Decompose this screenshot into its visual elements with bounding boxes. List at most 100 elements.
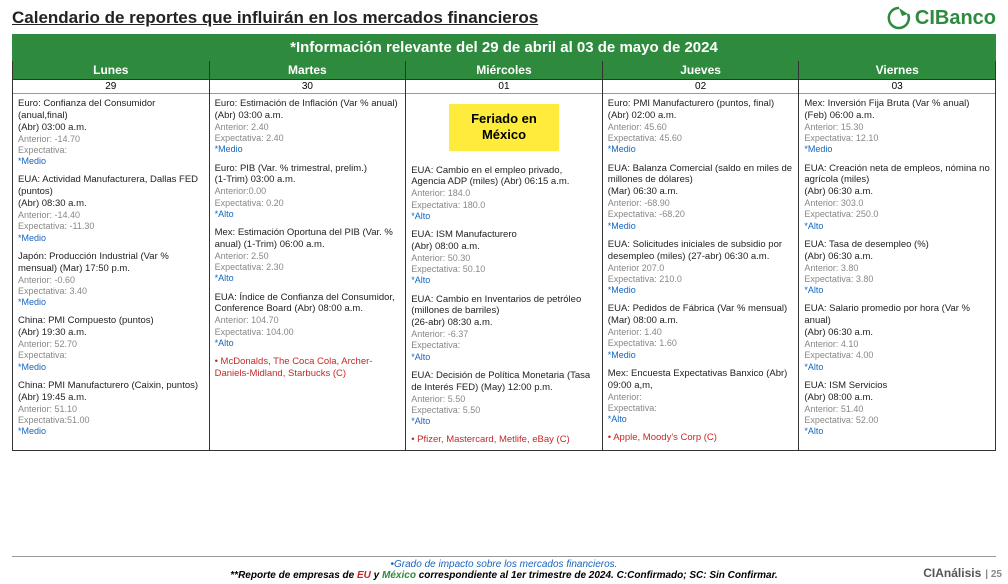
event-expectativa: Expectativa: -11.30	[18, 221, 204, 232]
footer-earnings-note: **Reporte de empresas de EU y México cor…	[12, 570, 996, 581]
event-impact: *Medio	[608, 221, 794, 232]
event-expectativa: Expectativa:	[608, 403, 794, 414]
day-body: Euro: PMI Manufacturero (puntos, final) …	[603, 94, 799, 448]
event-anterior: Anterior: 2.40	[215, 122, 401, 133]
event-title: Euro: PIB (Var. % trimestral, prelim.)	[215, 163, 401, 175]
event-anterior: Anterior:0.00	[215, 186, 401, 197]
event-title: EUA: Balanza Comercial (saldo en miles d…	[608, 163, 794, 187]
day-body: Mex: Inversión Fija Bruta (Var % anual) …	[799, 94, 995, 448]
event-title: EUA: Cambio en Inventarios de petróleo (…	[411, 294, 597, 318]
event-impact: *Alto	[411, 416, 597, 427]
event-expectativa: Expectativa: 210.0	[608, 274, 794, 285]
event-title: Euro: Confianza del Consumidor (anual,fi…	[18, 98, 204, 122]
event-anterior: Anterior: 51.10	[18, 404, 204, 415]
day-date: 02	[603, 80, 799, 94]
event-title: EUA: Tasa de desempleo (%)	[804, 239, 990, 251]
event-expectativa: Expectativa: 52.00	[804, 415, 990, 426]
event-impact: *Medio	[18, 362, 204, 373]
event-expectativa: Expectativa: 5.50	[411, 405, 597, 416]
event-expectativa: Expectativa: 0.20	[215, 198, 401, 209]
event-expectativa: Expectativa: 250.0	[804, 209, 990, 220]
event-expectativa: Expectativa:	[18, 350, 204, 361]
day-body: Euro: Estimación de Inflación (Var % anu…	[210, 94, 406, 384]
event-anterior: Anterior: 51.40	[804, 404, 990, 415]
event-expectativa: Expectativa: 180.0	[411, 200, 597, 211]
event-schedule: (Abr) 19:45 a.m.	[18, 392, 204, 404]
earnings-list: • McDonalds, The Coca Cola, Archer-Danie…	[215, 356, 401, 380]
event-anterior: Anterior: 303.0	[804, 198, 990, 209]
event-expectativa: Expectativa: 3.40	[18, 286, 204, 297]
event-schedule: (Abr) 06:30 a.m.	[804, 251, 990, 263]
event-title: Mex: Estimación Oportuna del PIB (Var. %…	[215, 227, 401, 251]
event-impact: *Alto	[215, 209, 401, 220]
event-expectativa: Expectativa: 104.00	[215, 327, 401, 338]
day-date: 03	[799, 80, 995, 94]
event: EUA: Cambio en el empleo privado, Agenci…	[411, 165, 597, 223]
event: Euro: Estimación de Inflación (Var % anu…	[215, 98, 401, 156]
event-impact: *Medio	[608, 285, 794, 296]
event: China: PMI Compuesto (puntos)(Abr) 19:30…	[18, 315, 204, 373]
event: EUA: Solicitudes iniciales de subsidio p…	[608, 239, 794, 297]
event-anterior: Anterior: -14.70	[18, 134, 204, 145]
event-anterior: Anterior: 52.70	[18, 339, 204, 350]
event: EUA: Cambio en Inventarios de petróleo (…	[411, 294, 597, 363]
day-col-miercoles: Miércoles 01 Feriado en México EUA: Camb…	[406, 61, 603, 450]
event-anterior: Anterior 207.0	[608, 263, 794, 274]
event-schedule: (Mar) 06:30 a.m.	[608, 186, 794, 198]
event-impact: *Alto	[411, 275, 597, 286]
event-impact: *Alto	[411, 352, 597, 363]
event: Euro: PIB (Var. % trimestral, prelim.)(1…	[215, 163, 401, 221]
event-title: EUA: Pedidos de Fábrica (Var % mensual) …	[608, 303, 794, 327]
event: Mex: Inversión Fija Bruta (Var % anual) …	[804, 98, 990, 156]
event: EUA: ISM Servicios(Abr) 08:00 a.m.Anteri…	[804, 380, 990, 438]
event-anterior: Anterior: 5.50	[411, 394, 597, 405]
logo: CIBanco	[886, 6, 996, 30]
event: EUA: Salario promedio por hora (Var % an…	[804, 303, 990, 372]
event-schedule: (1-Trim) 03:00 a.m.	[215, 174, 401, 186]
day-date: 29	[13, 80, 209, 94]
event-schedule: (Abr) 03:00 a.m.	[215, 110, 401, 122]
footer-impact-note: •Grado de impacto sobre los mercados fin…	[12, 556, 996, 570]
day-col-jueves: Jueves 02 Euro: PMI Manufacturero (punto…	[603, 61, 800, 450]
day-header: Miércoles	[406, 61, 602, 80]
event-title: Mex: Inversión Fija Bruta (Var % anual) …	[804, 98, 990, 122]
event-schedule: (Abr) 08:00 a.m.	[411, 241, 597, 253]
event: Euro: PMI Manufacturero (puntos, final) …	[608, 98, 794, 156]
day-header: Viernes	[799, 61, 995, 80]
day-date: 01	[406, 80, 602, 94]
day-body: Euro: Confianza del Consumidor (anual,fi…	[13, 94, 209, 448]
logo-icon	[886, 6, 912, 30]
banner: *Información relevante del 29 de abril a…	[12, 34, 996, 61]
event-anterior: Anterior: 1.40	[608, 327, 794, 338]
event: Mex: Encuesta Expectativas Banxico (Abr)…	[608, 368, 794, 426]
event-schedule: (Abr) 06:30 a.m.	[804, 327, 990, 339]
event: EUA: Balanza Comercial (saldo en miles d…	[608, 163, 794, 232]
day-header: Martes	[210, 61, 406, 80]
event-anterior: Anterior: 2.50	[215, 251, 401, 262]
event-anterior: Anterior: 184.0	[411, 188, 597, 199]
event-expectativa: Expectativa: 3.80	[804, 274, 990, 285]
event-title: EUA: Creación neta de empleos, nómina no…	[804, 163, 990, 187]
day-date: 30	[210, 80, 406, 94]
event: EUA: Pedidos de Fábrica (Var % mensual) …	[608, 303, 794, 361]
event: EUA: Tasa de desempleo (%)(Abr) 06:30 a.…	[804, 239, 990, 297]
event: EUA: Actividad Manufacturera, Dallas FED…	[18, 174, 204, 243]
header: Calendario de reportes que influirán en …	[0, 0, 1008, 34]
event-impact: *Medio	[18, 297, 204, 308]
event-impact: *Medio	[608, 350, 794, 361]
page-title: Calendario de reportes que influirán en …	[12, 8, 538, 28]
event-impact: *Alto	[215, 338, 401, 349]
event-title: China: PMI Compuesto (puntos)	[18, 315, 204, 327]
event-impact: *Medio	[18, 156, 204, 167]
event-impact: *Alto	[608, 414, 794, 425]
footer-brand: CIAnálisis| 25	[923, 566, 1002, 580]
event-impact: *Medio	[215, 144, 401, 155]
event-title: EUA: Actividad Manufacturera, Dallas FED…	[18, 174, 204, 198]
event-anterior: Anterior: 104.70	[215, 315, 401, 326]
event-title: Euro: PMI Manufacturero (puntos, final) …	[608, 98, 794, 122]
event-title: Japón: Producción Industrial (Var % mens…	[18, 251, 204, 275]
day-col-viernes: Viernes 03 Mex: Inversión Fija Bruta (Va…	[799, 61, 995, 450]
event-impact: *Alto	[804, 285, 990, 296]
event-schedule: (Abr) 03:00 a.m.	[18, 122, 204, 134]
event-anterior: Anterior: -68.90	[608, 198, 794, 209]
